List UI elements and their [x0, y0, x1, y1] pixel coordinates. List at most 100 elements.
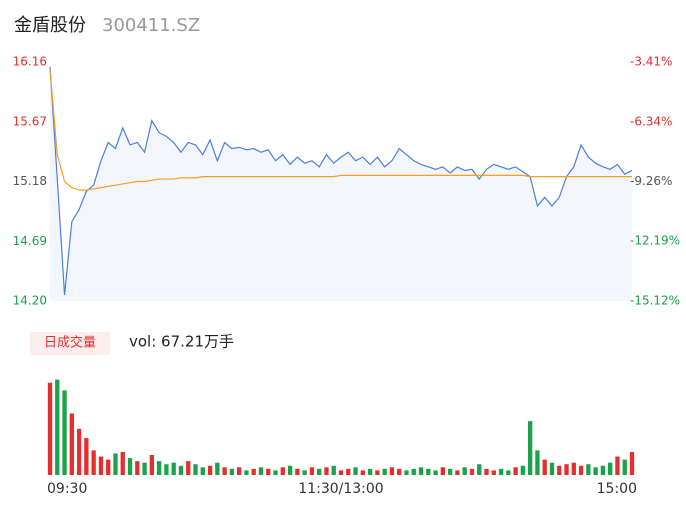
y2-tick-label: -3.41% [630, 55, 672, 69]
volume-bar [76, 428, 82, 475]
volume-bar [69, 413, 74, 475]
volume-bar [484, 468, 489, 475]
volume-bar [418, 467, 424, 475]
volume-bar [127, 458, 133, 475]
volume-bar [447, 468, 453, 475]
volume-bar [164, 464, 169, 475]
volume-bar [47, 382, 53, 475]
volume-bar [549, 462, 555, 475]
y2-tick-label: -12.19% [630, 234, 680, 248]
volume-bar [346, 468, 351, 475]
x-tick-label: 09:30 [47, 481, 87, 497]
volume-bar [171, 462, 176, 475]
volume-bar [542, 459, 547, 475]
volume-bar [142, 462, 147, 475]
volume-bar [287, 465, 293, 475]
volume-bar [84, 438, 89, 475]
y-tick-label: 14.20 [13, 294, 47, 308]
volume-bar [120, 451, 125, 475]
volume-bar [113, 453, 118, 475]
volume-bar [506, 470, 511, 475]
volume-bar [578, 465, 584, 475]
volume-bar [317, 468, 322, 475]
volume-bar [491, 470, 496, 475]
volume-bar [520, 465, 526, 475]
volume-total: vol: 67.21万手 [129, 333, 234, 351]
volume-bar [222, 467, 227, 475]
volume-bar [309, 467, 315, 475]
volume-bar [440, 467, 446, 475]
volume-bar [149, 455, 155, 475]
volume-bar [477, 464, 482, 475]
volume-bar [186, 461, 191, 475]
volume-bar [367, 468, 373, 475]
volume-bar [215, 462, 220, 475]
volume-bar [62, 390, 67, 475]
y-tick-label: 15.67 [13, 114, 47, 128]
volume-bar [324, 467, 329, 475]
volume-bar [236, 467, 242, 475]
y-tick-label: 15.18 [13, 174, 47, 188]
volume-bar [535, 450, 540, 475]
volume-bar [527, 421, 533, 475]
x-tick-label: 15:00 [597, 481, 637, 497]
volume-bar [353, 467, 358, 475]
volume-bar [331, 465, 336, 475]
volume-bar [178, 465, 184, 475]
volume-bar [564, 464, 569, 475]
volume-bar [615, 456, 620, 475]
volume-bar [156, 461, 162, 475]
y2-tick-label: -6.34% [630, 114, 672, 128]
price-area [50, 66, 632, 301]
volume-legend: 日成交量 [44, 335, 96, 351]
volume-bar [629, 451, 635, 475]
volume-bar [273, 470, 278, 475]
volume-bar [469, 468, 475, 475]
volume-bar [586, 464, 591, 475]
volume-bar [193, 464, 198, 475]
volume-bar [593, 467, 598, 475]
volume-bar [411, 468, 416, 475]
volume-bar [382, 468, 387, 475]
volume-bar [571, 462, 576, 475]
volume-bar [200, 467, 205, 475]
volume-bar [397, 468, 402, 475]
volume-bar [91, 450, 96, 475]
volume-bar [426, 468, 431, 475]
volume-bar [600, 465, 606, 475]
volume-bar [258, 467, 264, 475]
volume-bar [622, 459, 627, 475]
y2-tick-label: -15.12% [630, 294, 680, 308]
volume-bar [135, 461, 140, 475]
legend-box [30, 332, 110, 355]
volume-bar [229, 468, 235, 475]
volume-bar [389, 467, 395, 475]
volume-bar [244, 470, 249, 475]
volume-bar [455, 470, 460, 475]
y2-tick-label: -9.26% [630, 174, 672, 188]
volume-bar [251, 468, 256, 475]
volume-bar [498, 468, 504, 475]
volume-bar [266, 468, 271, 475]
volume-bar [338, 470, 344, 475]
volume-bar [608, 462, 613, 475]
price-line [49, 66, 633, 295]
volume-bar [295, 468, 300, 475]
volume-bar [98, 456, 104, 475]
volume-bar [513, 467, 518, 475]
volume-bar [280, 467, 285, 475]
average-line [49, 69, 632, 191]
volume-bar [557, 465, 562, 475]
volume-bar [207, 465, 213, 475]
volume-bar [106, 459, 111, 475]
y-tick-label: 14.69 [13, 234, 47, 248]
x-tick-label: 11:30/13:00 [298, 481, 383, 497]
volume-bar [55, 379, 60, 475]
stock-name: 金盾股份 [14, 15, 86, 36]
volume-bar [375, 470, 380, 475]
y-tick-label: 16.16 [13, 55, 47, 69]
volume-bar [462, 467, 467, 475]
volume-bar [360, 470, 365, 475]
volume-bar [433, 470, 438, 475]
